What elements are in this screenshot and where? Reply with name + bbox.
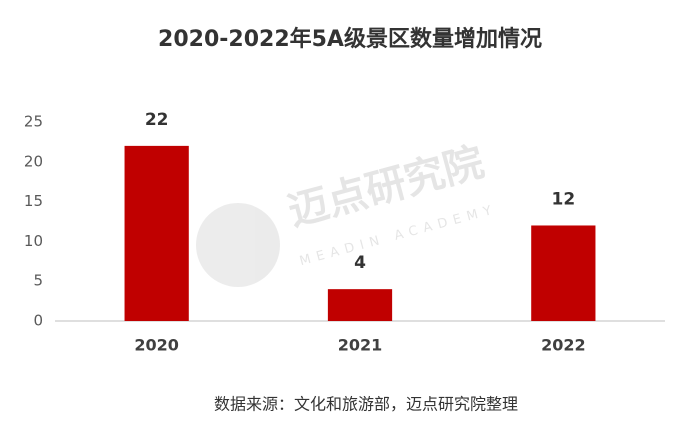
x-tick-label: 2022 bbox=[541, 336, 586, 355]
chart-title: 2020-2022年5A级景区数量增加情况 bbox=[158, 26, 542, 52]
y-tick-label: 15 bbox=[24, 192, 43, 210]
y-tick-label: 0 bbox=[33, 312, 43, 330]
watermark: 迈点研究院 MEADIN ACADEMY bbox=[196, 139, 499, 287]
y-tick-label: 5 bbox=[33, 272, 43, 290]
y-tick-label: 25 bbox=[24, 113, 43, 131]
y-tick-label: 10 bbox=[24, 232, 43, 250]
x-tick-label: 2021 bbox=[338, 336, 383, 355]
watermark-logo bbox=[196, 203, 280, 287]
bar bbox=[327, 289, 393, 321]
bar bbox=[124, 145, 189, 321]
value-label: 22 bbox=[145, 110, 169, 130]
value-label: 12 bbox=[551, 189, 575, 209]
source-note: 数据来源：文化和旅游部，迈点研究院整理 bbox=[214, 395, 518, 414]
y-tick-label: 20 bbox=[24, 152, 43, 170]
x-tick-label: 2020 bbox=[134, 336, 179, 355]
value-label: 4 bbox=[354, 253, 366, 273]
bar bbox=[531, 225, 596, 321]
